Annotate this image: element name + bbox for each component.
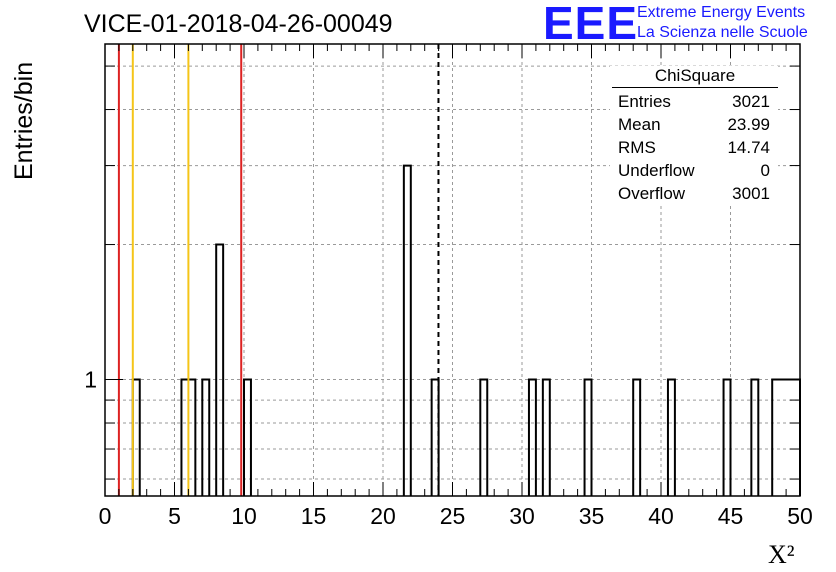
stats-label: Underflow xyxy=(618,161,695,180)
histogram-bin xyxy=(543,380,550,496)
histogram-bin xyxy=(772,380,779,496)
histogram-bin xyxy=(529,380,536,496)
y-tick-label: 1 xyxy=(84,367,97,393)
x-tick-label: 0 xyxy=(99,503,112,529)
x-tick-label: 5 xyxy=(168,503,181,529)
logo-mark: EEE xyxy=(543,0,639,49)
histogram-bin xyxy=(181,380,188,496)
histogram-bin xyxy=(751,380,758,496)
stats-label: Mean xyxy=(618,115,661,134)
stats-value: 3021 xyxy=(732,92,770,111)
histogram-bin xyxy=(724,380,731,496)
logo-line-2: La Scienza nelle Scuole xyxy=(637,24,808,41)
stats-label: RMS xyxy=(618,138,656,157)
stats-row-overflow: Overflow 3001 xyxy=(610,182,778,205)
x-tick-label: 30 xyxy=(509,503,535,529)
y-axis-label: Entries/bin xyxy=(10,61,38,180)
x-tick-label: 50 xyxy=(787,503,813,529)
histogram-bin xyxy=(480,380,487,496)
histogram-bin xyxy=(216,245,223,496)
histogram-bin xyxy=(404,166,411,496)
x-axis-label: X² xyxy=(768,540,795,569)
run-title: VICE-01-2018-04-26-00049 xyxy=(84,10,393,38)
logo-line-1: Extreme Energy Events xyxy=(637,4,806,21)
reference-lines xyxy=(117,44,440,496)
stats-value: 23.99 xyxy=(727,115,770,134)
x-tick-label: 15 xyxy=(301,503,327,529)
histogram-bin xyxy=(779,380,786,496)
histogram-bin xyxy=(585,380,592,496)
histogram-bin xyxy=(793,380,800,496)
x-tick-label: 40 xyxy=(648,503,674,529)
histogram-bin xyxy=(668,380,675,496)
stats-value: 3001 xyxy=(732,184,770,203)
histogram-bin xyxy=(202,380,209,496)
stats-title: ChiSquare xyxy=(612,66,778,88)
stats-row-rms: RMS 14.74 xyxy=(610,136,778,159)
x-tick-label: 20 xyxy=(370,503,396,529)
stats-box: ChiSquare Entries 3021 Mean 23.99 RMS 14… xyxy=(610,66,778,205)
histogram-bin xyxy=(786,380,793,496)
histogram-bars xyxy=(131,164,801,496)
stats-label: Entries xyxy=(618,92,671,111)
histogram-bin xyxy=(133,380,140,496)
histogram-bin xyxy=(633,380,640,496)
histogram-bin xyxy=(188,380,195,496)
plot-axes: 0 5 10 15 20 25 30 35 40 45 50 1 xyxy=(84,43,813,529)
histogram-bin xyxy=(244,380,251,496)
stats-row-underflow: Underflow 0 xyxy=(610,159,778,182)
stats-value: 0 xyxy=(760,161,770,180)
x-tick-label: 45 xyxy=(718,503,744,529)
x-tick-label: 35 xyxy=(579,503,605,529)
histogram-outline xyxy=(131,164,801,496)
stats-value: 14.74 xyxy=(727,138,770,157)
stats-label: Overflow xyxy=(618,184,686,203)
stats-row-entries: Entries 3021 xyxy=(610,90,778,113)
x-tick-label: 25 xyxy=(440,503,466,529)
stats-row-mean: Mean 23.99 xyxy=(610,113,778,136)
x-tick-label: 10 xyxy=(231,503,257,529)
